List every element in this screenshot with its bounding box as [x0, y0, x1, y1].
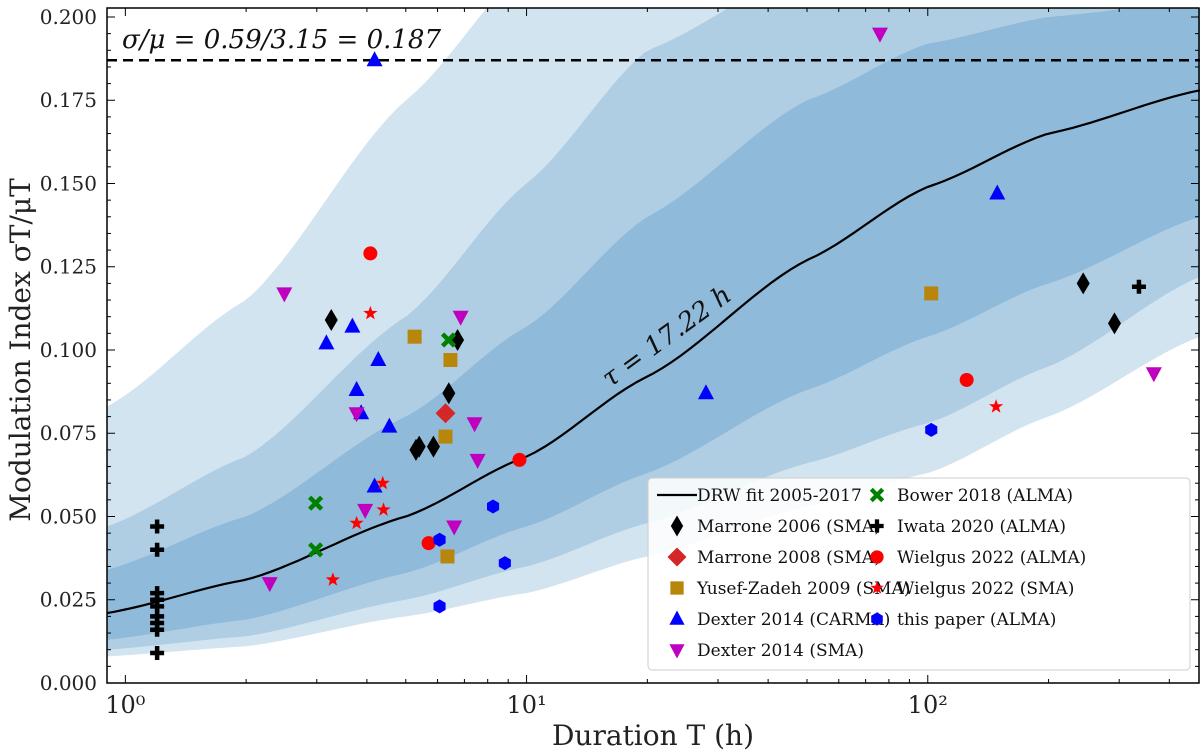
- data-point-plus: [150, 646, 165, 661]
- data-point-triangle-up: [344, 317, 361, 333]
- data-point-square: [440, 549, 455, 564]
- x-tick-label: 10²: [908, 691, 948, 719]
- legend-marker-diamond: [670, 515, 684, 537]
- legend-label: Wielgus 2022 (ALMA): [897, 548, 1086, 568]
- data-point-square: [924, 286, 939, 301]
- drw-fit-curve: [107, 59, 1200, 615]
- data-point-star: [376, 502, 391, 516]
- data-point-plus: [150, 519, 165, 534]
- legend-label: Yusef-Zadeh 2009 (SMA): [696, 579, 910, 599]
- legend-marker-square: [670, 581, 684, 595]
- axes: 0.000 0.025 0.050 0.075 0.100 0.125 0.150 0.175…: [40, 5, 1200, 719]
- data-point-triangle-down: [1145, 367, 1162, 383]
- data-point-triangle-down: [357, 503, 374, 519]
- legend-marker-x: [869, 487, 885, 503]
- data-point-triangle-up: [381, 417, 398, 433]
- data-point-triangle-up: [989, 184, 1006, 200]
- data-point-diamond: [1107, 312, 1121, 335]
- legend: DRW fit 2005-2017 Marrone 2006 (SMA) Marro…: [647, 477, 1191, 671]
- plot-frame: [106, 7, 1200, 684]
- legend-label: Iwata 2020 (ALMA): [897, 517, 1066, 537]
- data-point-hexagon: [487, 499, 500, 514]
- data-point-plus: [1131, 279, 1146, 294]
- data-point-triangle-down: [469, 453, 486, 469]
- x-tick-label: 10¹: [506, 691, 546, 719]
- y-tick-label: 0.175: [40, 88, 97, 112]
- data-point-square: [438, 429, 453, 444]
- legend-box: [647, 477, 1191, 671]
- y-tick-label: 0.000: [40, 671, 97, 695]
- y-tick-label: 0.125: [40, 255, 97, 279]
- data-point-hexagon: [498, 556, 511, 571]
- y-tick-label: 0.100: [40, 338, 97, 362]
- data-point-x: [440, 332, 457, 348]
- data-point-diamond: [435, 403, 456, 424]
- y-tick-label: 0.050: [40, 504, 97, 528]
- legend-label: Marrone 2008 (SMA): [697, 548, 881, 568]
- data-point-circle: [363, 246, 378, 261]
- legend-marker-star: [870, 580, 884, 594]
- data-point-hexagon: [925, 422, 938, 437]
- y-tick-label: 0.150: [40, 171, 97, 195]
- data-point-plus: [150, 622, 165, 637]
- fit-line: [107, 89, 1200, 615]
- legend-marker-plus: [870, 519, 884, 533]
- data-point-triangle-up: [697, 384, 714, 400]
- data-point-square: [407, 329, 422, 344]
- legend-marker-triangle-down: [669, 644, 685, 659]
- y-axis-label: Modulation Index σT/μT: [4, 178, 37, 522]
- data-point-hexagon: [433, 532, 446, 547]
- data-point-diamond: [1076, 272, 1090, 295]
- data-point-plus: [150, 542, 165, 557]
- x-tick-label: 10⁰: [105, 691, 145, 719]
- data-point-triangle-up: [348, 380, 365, 396]
- legend-label: DRW fit 2005-2017: [697, 486, 862, 506]
- data-point-triangle-up: [318, 334, 335, 350]
- data-point-diamond: [412, 435, 426, 458]
- legend-label: Wielgus 2022 (SMA): [897, 579, 1074, 599]
- data-point-triangle-down: [871, 27, 888, 43]
- y-tick-label: 0.075: [40, 421, 97, 445]
- data-point-circle: [959, 372, 974, 387]
- data-point-star: [349, 515, 364, 530]
- legend-marker-diamond: [667, 547, 687, 567]
- data-point-star: [375, 475, 390, 490]
- legend-label: this paper (ALMA): [897, 610, 1056, 630]
- legend-marker-circle: [870, 550, 884, 564]
- data-point-diamond: [324, 309, 338, 332]
- data-point-circle: [512, 452, 527, 467]
- data-point-star: [325, 572, 340, 586]
- legend-marker-triangle-up: [669, 610, 685, 625]
- data-point-star: [363, 305, 378, 320]
- x-axis-label: Duration T (h): [552, 719, 754, 752]
- data-point-triangle-down: [466, 417, 483, 433]
- data-point-circle: [421, 536, 436, 551]
- data-point-star: [989, 399, 1004, 413]
- data-point-triangle-down: [261, 577, 278, 593]
- data-point-triangle-up: [366, 51, 383, 67]
- data-point-triangle-down: [452, 310, 469, 326]
- data-point-x: [308, 542, 324, 558]
- data-point-triangle-down: [348, 407, 365, 423]
- y-tick-label: 0.200: [40, 5, 97, 29]
- data-point-triangle-up: [370, 350, 387, 366]
- y-tick-label: 0.025: [40, 588, 97, 612]
- data-point-triangle-down: [446, 520, 463, 536]
- legend-label: Dexter 2014 (SMA): [697, 641, 864, 661]
- legend-label: Marrone 2006 (SMA): [697, 517, 881, 537]
- data-point-diamond: [442, 382, 456, 405]
- hline-annotation: σ/μ = 0.59/3.15 = 0.187: [122, 25, 441, 55]
- data-point-square: [443, 352, 458, 367]
- legend-label: Dexter 2014 (CARMA): [697, 610, 890, 630]
- data-point-x: [308, 495, 324, 511]
- data-point-hexagon: [433, 599, 446, 614]
- data-point-triangle-down: [276, 287, 293, 303]
- legend-marker-hexagon: [871, 612, 883, 626]
- legend-label: Bower 2018 (ALMA): [897, 486, 1073, 506]
- data-points: [150, 27, 1162, 661]
- data-point-diamond: [426, 435, 440, 458]
